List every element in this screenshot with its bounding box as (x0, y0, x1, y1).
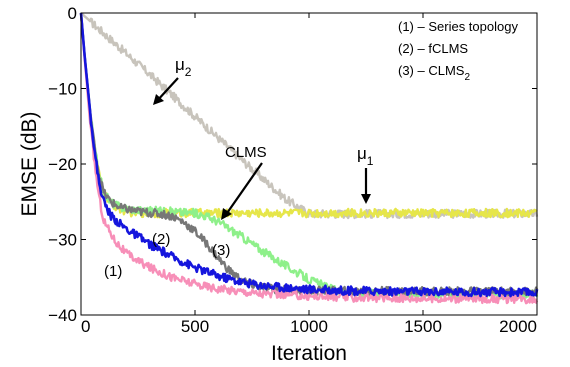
x-tick-label: 2000 (499, 317, 537, 336)
annotation-label-2: (2) (152, 231, 170, 248)
y-tick-label: −40 (48, 306, 77, 325)
legend-entry-3-subscript: 2 (464, 72, 470, 83)
series-line-rls (79, 12, 539, 298)
legend-entry-3: (3) – CLMS2 (398, 63, 470, 83)
x-tick-label: 1000 (290, 317, 328, 336)
legend-entry-1: (1) – Series topology (398, 19, 518, 34)
series-layer (79, 12, 539, 305)
y-axis-label: EMSE (dB) (18, 111, 41, 216)
arrow-mu2-head (153, 94, 164, 105)
x-axis-label: Iteration (271, 342, 347, 365)
y-tick-label: −30 (48, 231, 77, 250)
annotation-mu2-subscript: 2 (185, 65, 192, 79)
y-tick-label: 0 (68, 4, 77, 23)
series-line-fclms (79, 12, 539, 297)
annotation-mu1-symbol: μ (357, 144, 367, 163)
annotation-label-3: (3) (212, 242, 230, 259)
series-line-mu1 (79, 12, 538, 219)
legend-entry-2: (2) – fCLMS (398, 41, 468, 56)
annotation-mu2-symbol: μ (175, 55, 185, 74)
annotation-mu1: μ1 (357, 144, 374, 168)
arrow-clms-head (221, 208, 232, 220)
series-line-mu2 (80, 12, 539, 220)
series-line-series-topology (79, 12, 539, 305)
legend: (1) – Series topology (2) – fCLMS (3) – … (398, 19, 518, 83)
y-tick-label: −10 (48, 80, 77, 99)
annotations: μ2 CLMS μ1 (1) (2) (3) (104, 55, 374, 280)
arrow-mu1-head (361, 194, 371, 204)
annotation-mu1-subscript: 1 (367, 154, 374, 168)
annotation-mu2: μ2 (175, 55, 192, 79)
y-tick-label: −20 (48, 155, 77, 174)
legend-entry-3-text: (3) – CLMS (398, 63, 465, 78)
x-tick-label: 0 (81, 317, 90, 336)
x-tick-label: 1500 (404, 317, 442, 336)
ticks-layer: 0 500 1000 1500 2000 0 −10 −20 −30 −40 (48, 4, 538, 336)
arrow-clms (224, 162, 263, 217)
annotation-clms: CLMS (225, 144, 267, 161)
x-tick-label: 500 (181, 317, 209, 336)
series-line-clms2 (79, 12, 539, 300)
annotation-label-1: (1) (104, 263, 122, 280)
